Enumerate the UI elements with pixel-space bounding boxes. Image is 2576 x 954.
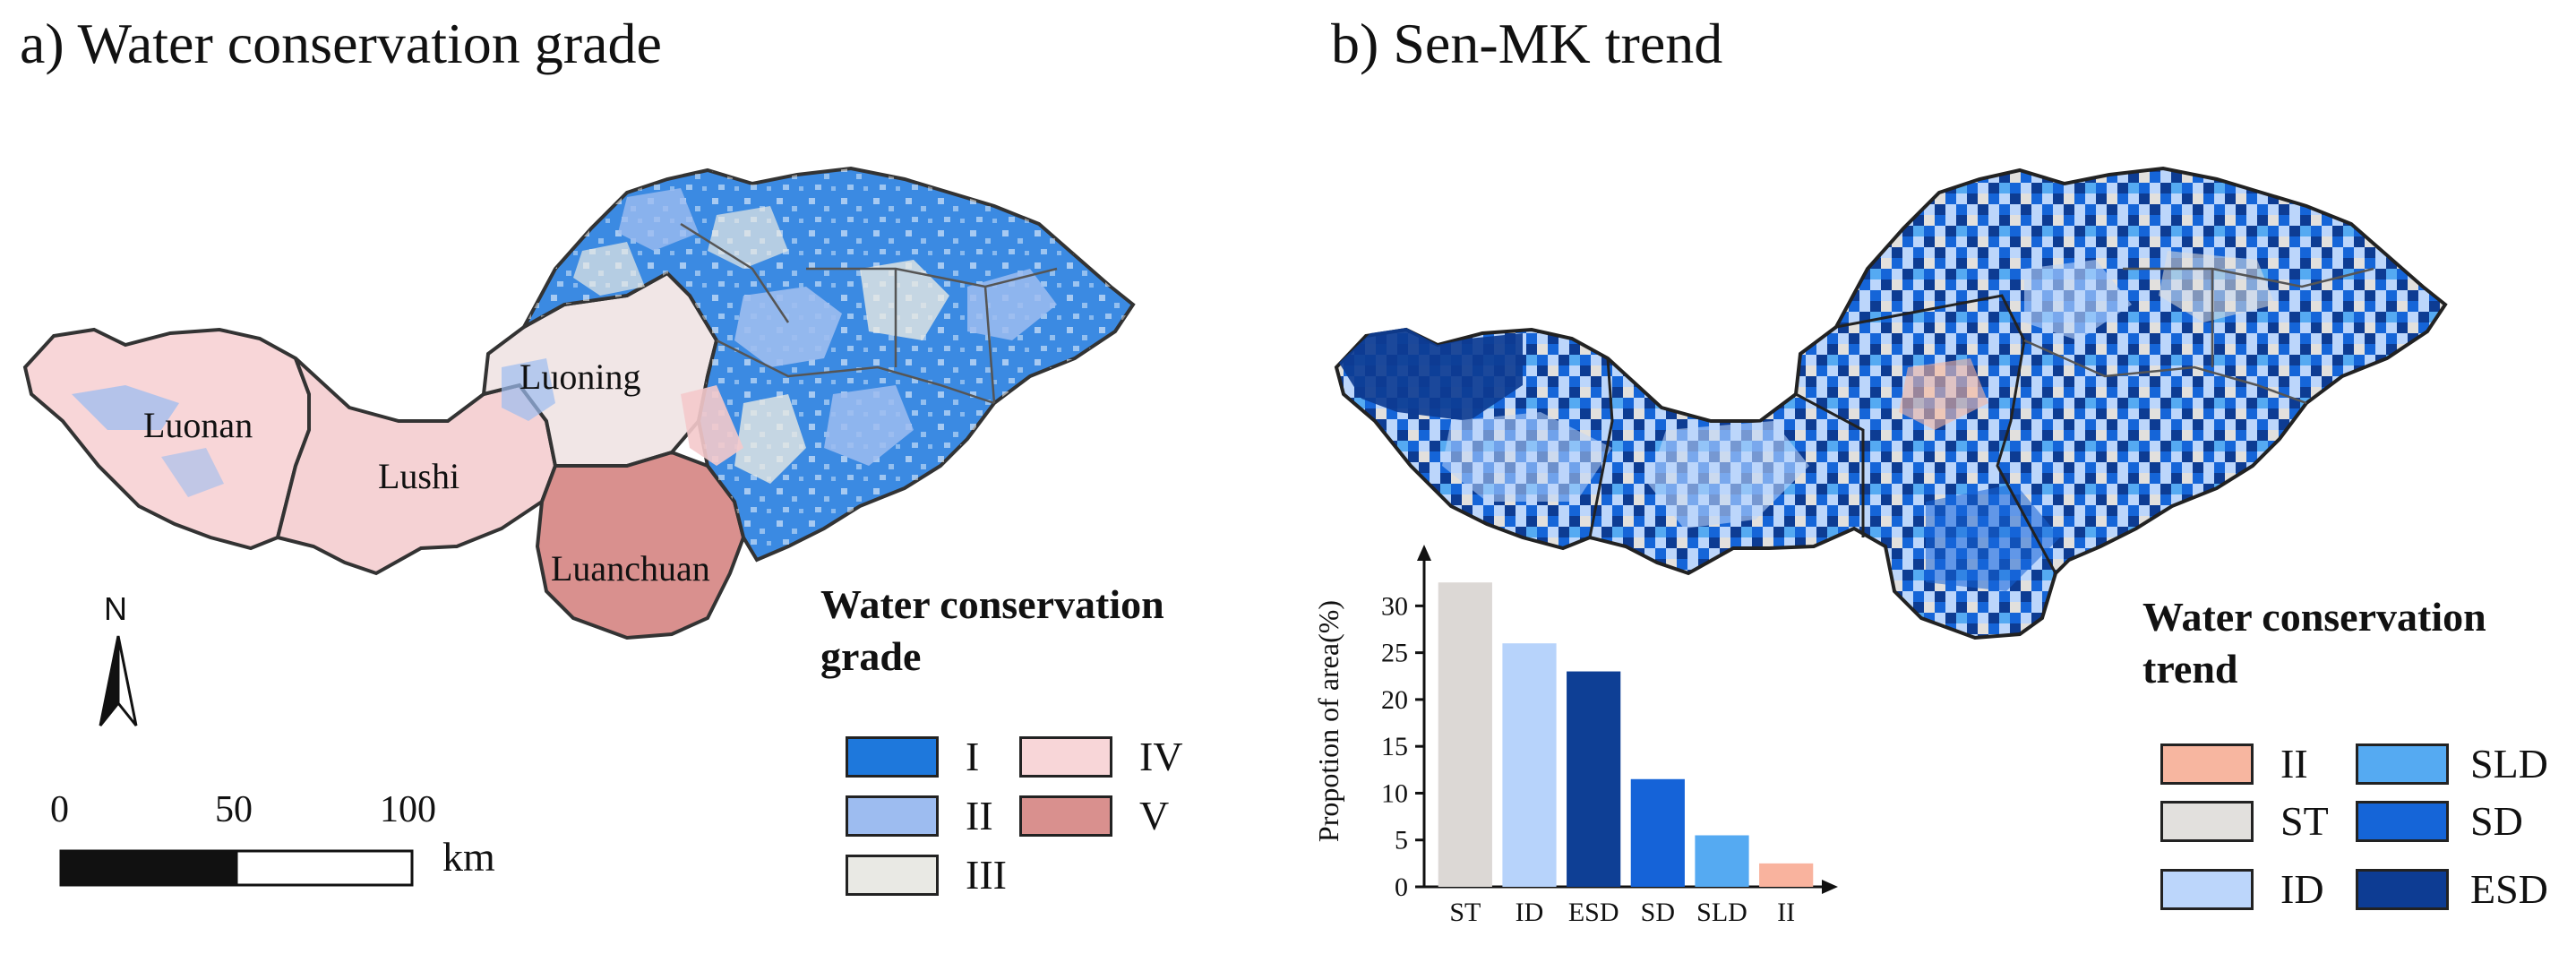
y-tick-label-0: 0 — [1395, 872, 1408, 902]
trend-legend-item-esd: ESD — [2356, 865, 2548, 913]
x-tick-label-esd: ESD — [1568, 898, 1619, 927]
trend-swatch-id — [2160, 868, 2254, 910]
trend-legend-label-id: ID — [2280, 866, 2324, 912]
grade-swatch-ii — [846, 795, 939, 837]
y-tick-label-20: 20 — [1381, 685, 1408, 715]
bar-esd — [1567, 671, 1621, 887]
trend-legend-item-st: ST — [2160, 797, 2329, 845]
grade-legend-label-iii: III — [966, 852, 1007, 898]
y-axis-label: Propotion of area(%) — [1312, 600, 1344, 842]
x-tick-label-ii: II — [1777, 898, 1795, 927]
trend-map-area — [1334, 166, 2448, 640]
grade-legend-item-v: V — [1019, 792, 1169, 839]
county-label-luoning: Luoning — [519, 357, 641, 397]
trend-legend-label-sd: SD — [2470, 798, 2523, 844]
bar-id — [1502, 643, 1557, 887]
scale-unit: km — [442, 834, 495, 880]
x-tick-label-id: ID — [1516, 898, 1544, 927]
grade-legend-item-iii: III — [846, 851, 1007, 898]
lushi-region — [275, 357, 558, 576]
y-tick-label-10: 10 — [1381, 778, 1408, 808]
trend-legend-label-sld: SLD — [2470, 741, 2548, 786]
trend-legend-title: Water conservation trend — [2142, 594, 2486, 692]
north-arrow: N — [99, 590, 138, 726]
scale-bar — [59, 849, 414, 887]
bar-st — [1438, 582, 1492, 887]
y-tick-label-15: 15 — [1381, 732, 1408, 761]
bar-sld — [1695, 835, 1749, 887]
north-arrow-label: N — [104, 590, 127, 627]
county-label-luonan: Luonan — [143, 405, 253, 445]
trend-swatch-sd — [2356, 800, 2449, 842]
trend-legend-label-ii: II — [2280, 741, 2308, 786]
trend-legend-item-id: ID — [2160, 865, 2324, 913]
x-tick-label-st: ST — [1449, 898, 1481, 927]
trend-swatch-sld — [2356, 743, 2449, 785]
trend-swatch-esd — [2356, 868, 2449, 910]
trend-legend-item-sld: SLD — [2356, 740, 2548, 787]
scale-tick-50: 50 — [215, 789, 253, 830]
scale-tick-100: 100 — [380, 789, 436, 830]
grade-legend-title: Water conservation grade — [820, 581, 1164, 679]
county-label-luanchuan: Luanchuan — [551, 548, 710, 589]
y-ticks-group: 0 5 10 15 20 25 30 — [1381, 591, 1424, 902]
x-tick-label-sld: SLD — [1696, 898, 1747, 927]
county-label-lushi: Lushi — [378, 456, 459, 496]
trend-swatch-ii — [2160, 743, 2254, 785]
grade-swatch-iv — [1019, 735, 1112, 778]
x-axis-arrow — [1822, 880, 1838, 894]
area-proportion-chart: Propotion of area(%) 0 5 10 15 20 25 30 ST ID ES… — [1312, 545, 1838, 927]
x-tick-label-sd: SD — [1641, 898, 1675, 927]
grade-map: Luonan Lushi Luoning Luanchuan — [22, 166, 1136, 640]
north-arrow-icon — [99, 635, 120, 726]
y-tick-label-25: 25 — [1381, 639, 1408, 668]
panel-a-title: a) Water conservation grade — [20, 12, 662, 75]
trend-legend-label-st: ST — [2280, 798, 2329, 844]
grade-legend-item-i: I — [846, 733, 979, 780]
grade-legend-label-i: I — [966, 734, 980, 779]
bar-ii — [1759, 863, 1814, 887]
trend-swatch-st — [2160, 800, 2254, 842]
grade-legend-label-ii: II — [966, 793, 993, 838]
trend-map — [1334, 166, 2448, 640]
trend-legend-label-esd: ESD — [2470, 866, 2548, 912]
grade-swatch-i — [846, 735, 939, 778]
luanchuan-region — [535, 450, 746, 640]
grade-swatch-iii — [846, 854, 939, 896]
grade-legend-item-iv: IV — [1019, 733, 1183, 780]
bars-group — [1438, 582, 1814, 887]
grade-legend-item-ii: II — [846, 792, 993, 839]
y-tick-label-30: 30 — [1381, 591, 1408, 621]
panel-b-title: b) Sen-MK trend — [1331, 12, 1723, 75]
x-ticks-group: ST ID ESD SD SLD II — [1449, 898, 1795, 927]
grade-legend-label-v: V — [1139, 793, 1170, 838]
y-tick-label-5: 5 — [1395, 826, 1408, 855]
scale-tick-0: 0 — [50, 789, 69, 830]
y-axis-arrow — [1417, 545, 1431, 561]
trend-legend-item-sd: SD — [2356, 797, 2523, 845]
trend-legend-item-ii: II — [2160, 740, 2308, 787]
grade-legend-label-iv: IV — [1139, 734, 1183, 779]
grade-swatch-v — [1019, 795, 1112, 837]
bar-sd — [1630, 778, 1685, 887]
